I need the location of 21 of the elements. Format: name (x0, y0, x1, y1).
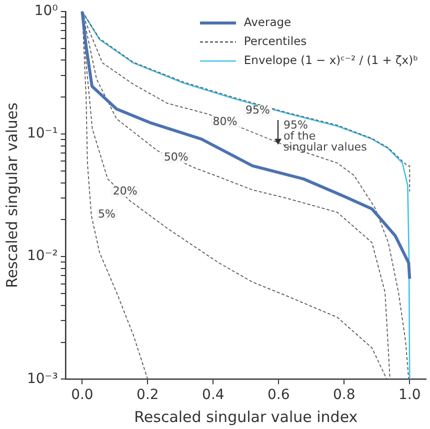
x-tick-label: 1.0 (398, 387, 421, 404)
x-tick-label: 0.6 (268, 387, 290, 404)
y-tick-label: 10⁻³ (26, 370, 58, 387)
y-tick-label: 10⁻¹ (26, 126, 58, 142)
annotation: 20% (112, 184, 138, 198)
x-tick-label: 0.8 (333, 387, 356, 404)
y-tick-label: 10⁻² (26, 248, 58, 264)
legend-label: Percentiles (244, 33, 307, 50)
annotation: 95% of the singular values (283, 118, 368, 154)
annotation: 5% (98, 207, 116, 220)
y-tick-label: 10⁰ (34, 3, 58, 20)
x-tick-label: 0.2 (136, 387, 159, 404)
annotation: 50% (164, 150, 188, 164)
annotation: 80% (212, 114, 238, 128)
x-tick-label: 0.4 (202, 387, 224, 404)
legend-label: Average (244, 14, 292, 32)
x-tick-label: 0.0 (71, 387, 94, 404)
annotation: 95% (245, 104, 270, 117)
x-axis-title: Rescaled singular value index (134, 408, 358, 426)
y-axis-title: Rescaled singular values (2, 102, 21, 288)
legend-label: Envelope (1 − x)ᶜ⁻² / (1 + ζx)ᵇ (244, 52, 418, 70)
